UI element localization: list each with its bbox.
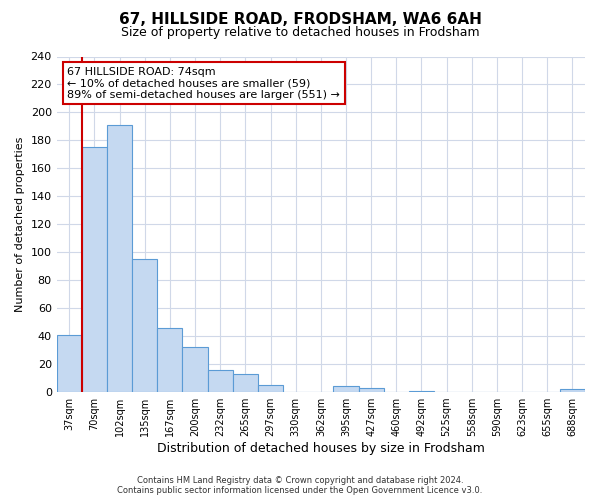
Bar (359, 388, 384, 392)
Bar (258, 385, 283, 392)
Bar (82, 148, 107, 392)
Bar (157, 328, 182, 392)
Bar (56, 335, 82, 392)
Bar (334, 386, 359, 392)
Text: 67 HILLSIDE ROAD: 74sqm
← 10% of detached houses are smaller (59)
89% of semi-de: 67 HILLSIDE ROAD: 74sqm ← 10% of detache… (67, 66, 340, 100)
Bar (208, 370, 233, 392)
Y-axis label: Number of detached properties: Number of detached properties (15, 136, 25, 312)
X-axis label: Distribution of detached houses by size in Frodsham: Distribution of detached houses by size … (157, 442, 485, 455)
Bar (132, 259, 157, 392)
Bar (233, 374, 258, 392)
Text: Contains HM Land Registry data © Crown copyright and database right 2024.
Contai: Contains HM Land Registry data © Crown c… (118, 476, 482, 495)
Bar (560, 390, 585, 392)
Text: Size of property relative to detached houses in Frodsham: Size of property relative to detached ho… (121, 26, 479, 39)
Bar (409, 390, 434, 392)
Bar (182, 348, 208, 392)
Text: 67, HILLSIDE ROAD, FRODSHAM, WA6 6AH: 67, HILLSIDE ROAD, FRODSHAM, WA6 6AH (119, 12, 481, 28)
Bar (107, 125, 132, 392)
